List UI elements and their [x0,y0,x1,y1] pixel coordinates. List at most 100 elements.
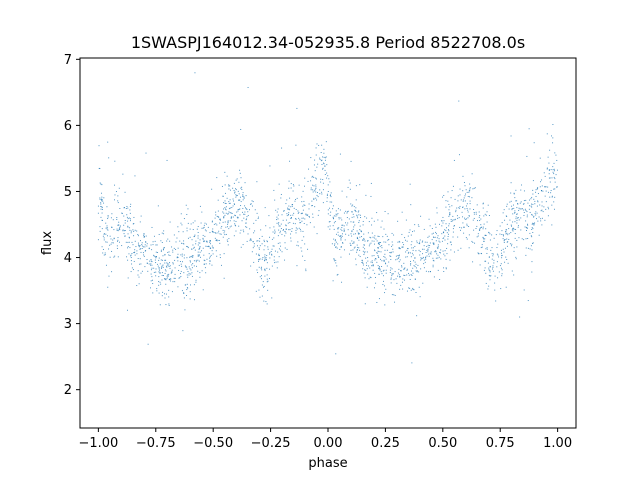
scatter-point [189,284,191,286]
scatter-point [246,240,248,242]
scatter-point [153,271,155,273]
scatter-point [448,209,450,211]
scatter-point [161,265,163,267]
scatter-point [354,224,356,226]
scatter-point [253,261,255,263]
scatter-point [369,267,371,269]
scatter-point [384,304,386,306]
scatter-point [397,220,399,222]
scatter-point [133,252,135,254]
scatter-point [528,128,530,130]
scatter-point [248,209,250,211]
scatter-point [295,218,297,220]
scatter-point [501,254,503,256]
scatter-point [385,241,387,243]
scatter-point [474,187,476,189]
scatter-point [301,250,303,252]
scatter-point [351,230,353,232]
scatter-point [533,142,535,144]
scatter-point [224,207,226,209]
scatter-point [250,265,252,267]
scatter-point [337,234,339,236]
scatter-point [98,167,100,169]
scatter-point [259,259,261,261]
scatter-point [329,225,331,227]
scatter-point [150,280,152,282]
scatter-point [171,271,173,273]
scatter-point [302,217,304,219]
scatter-point [159,263,161,265]
scatter-point [292,222,294,224]
scatter-point [313,226,315,228]
scatter-point [527,247,529,249]
scatter-point [526,214,528,216]
scatter-point [377,256,379,258]
scatter-point [389,255,391,257]
scatter-point [283,210,285,212]
scatter-point [338,216,340,218]
scatter-point [97,212,99,214]
scatter-point [359,256,361,258]
scatter-point [111,250,113,252]
scatter-point [527,224,529,226]
scatter-point [469,196,471,198]
scatter-point [304,243,306,245]
scatter-point [212,247,214,249]
scatter-point [113,229,115,231]
scatter-point [233,203,235,205]
scatter-point [332,217,334,219]
scatter-point [278,222,280,224]
scatter-point [304,177,306,179]
scatter-point [403,262,405,264]
scatter-point [264,245,266,247]
scatter-point [241,220,243,222]
scatter-point [280,249,282,251]
scatter-point [556,169,558,171]
scatter-point [326,172,328,174]
scatter-point [463,197,465,199]
scatter-point [187,246,189,248]
scatter-point [554,196,556,198]
scatter-point [353,216,355,218]
scatter-point [515,189,517,191]
scatter-point [101,199,103,201]
scatter-point [202,247,204,249]
scatter-point [499,225,501,227]
scatter-point [298,184,300,186]
scatter-point [397,272,399,274]
scatter-point [444,250,446,252]
scatter-point [227,244,229,246]
scatter-point [133,222,135,224]
scatter-point [525,210,527,212]
scatter-point [306,224,308,226]
scatter-point [198,260,200,262]
scatter-point [239,232,241,234]
scatter-point [451,190,453,192]
scatter-point [184,284,186,286]
scatter-point [325,156,327,158]
scatter-point [556,186,558,188]
scatter-point [161,241,163,243]
scatter-point [458,207,460,209]
scatter-point [496,230,498,232]
scatter-point [551,204,553,206]
scatter-point [393,234,395,236]
scatter-point [374,272,376,274]
scatter-point [403,274,405,276]
scatter-point [500,249,502,251]
scatter-point [435,231,437,233]
scatter-point [339,248,341,250]
scatter-point [376,240,378,242]
scatter-point [128,241,130,243]
scatter-point [489,233,491,235]
scatter-point [206,240,208,242]
scatter-point [361,236,363,238]
scatter-point [350,249,352,251]
scatter-point [362,268,364,270]
scatter-point [205,263,207,265]
scatter-point [203,241,205,243]
scatter-point [290,240,292,242]
scatter-point [384,211,386,213]
scatter-point [301,196,303,198]
scatter-point [205,223,207,225]
